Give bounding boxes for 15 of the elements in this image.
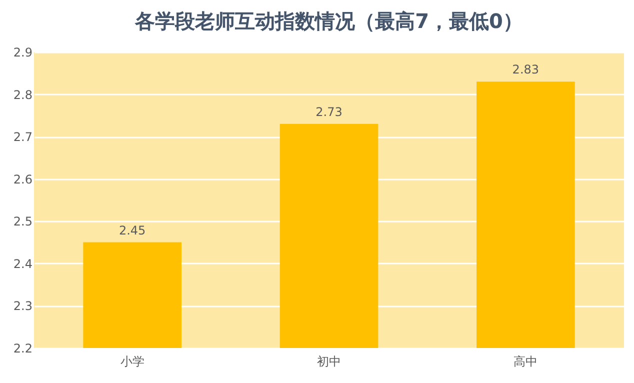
x-tick-label: 高中 bbox=[514, 354, 538, 368]
y-tick-label: 2.4 bbox=[13, 256, 32, 271]
y-tick-label: 2.8 bbox=[13, 88, 32, 102]
y-tick-label: 2.2 bbox=[13, 342, 32, 356]
y-tick-label: 2.3 bbox=[13, 299, 32, 314]
data-label: 2.45 bbox=[118, 223, 146, 238]
y-tick-label: 2.7 bbox=[13, 130, 32, 144]
y-tick-label: 2.5 bbox=[13, 214, 32, 229]
data-label: 2.73 bbox=[316, 104, 342, 119]
x-tick-label: 初中 bbox=[317, 354, 341, 368]
y-tick-label: 2.9 bbox=[13, 46, 32, 60]
data-label: 2.83 bbox=[512, 62, 540, 77]
x-tick-label: 小学 bbox=[120, 354, 144, 368]
chart-title: 各学段老师互动指数情况（最高7，最低0） bbox=[134, 9, 523, 33]
y-tick-label: 2.6 bbox=[13, 172, 32, 186]
